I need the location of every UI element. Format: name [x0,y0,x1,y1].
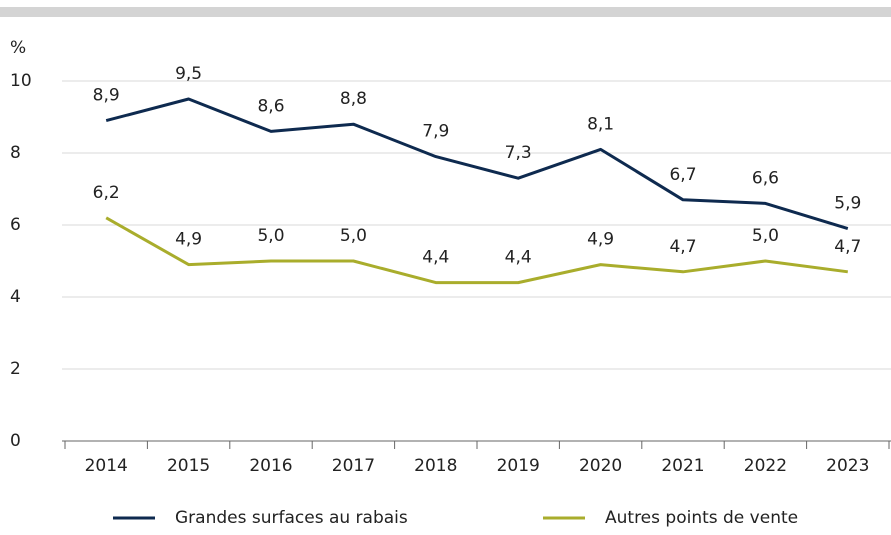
data-label: 6,6 [752,168,779,188]
legend-label: Grandes surfaces au rabais [175,508,408,528]
y-tick-label: 8 [10,143,21,163]
x-tick-label: 2021 [661,456,704,476]
x-tick-label: 2015 [167,456,210,476]
series-line [105,216,848,285]
y-tick-label: 4 [10,287,21,307]
data-label: 4,7 [834,237,861,257]
x-tick-label: 2023 [826,456,869,476]
data-label: 5,0 [752,226,779,246]
data-label: 6,7 [669,165,696,185]
x-tick-label: 2020 [579,456,622,476]
data-label: 4,9 [587,230,614,250]
data-label: 9,5 [175,64,202,84]
y-tick-label: 6 [10,215,21,235]
x-tick-label: 2014 [85,456,128,476]
data-label: 4,7 [669,237,696,257]
data-label: 5,0 [257,226,284,246]
top-bar [0,7,891,17]
data-label: 4,9 [175,230,202,250]
y-tick-label: 2 [10,359,21,379]
data-label: 6,2 [93,183,120,203]
data-label: 8,8 [340,89,367,109]
x-tick-label: 2016 [249,456,292,476]
x-tick-label: 2022 [744,456,787,476]
data-label: 4,4 [422,248,449,268]
data-label: 4,4 [505,248,532,268]
data-label: 7,9 [422,122,449,142]
data-label: 8,6 [257,96,284,116]
x-tick-label: 2017 [332,456,375,476]
series-line [105,97,849,231]
x-tick-label: 2018 [414,456,457,476]
data-label: 8,1 [587,114,614,134]
data-label: 7,3 [505,143,532,163]
y-tick-label: 10 [10,71,32,91]
y-axis-label: % [10,38,26,58]
x-tick-label: 2019 [497,456,540,476]
data-label: 5,0 [340,226,367,246]
data-label: 8,9 [93,86,120,106]
y-tick-label: 0 [10,431,21,451]
data-label: 5,9 [834,194,861,214]
legend-label: Autres points de vente [605,508,798,528]
